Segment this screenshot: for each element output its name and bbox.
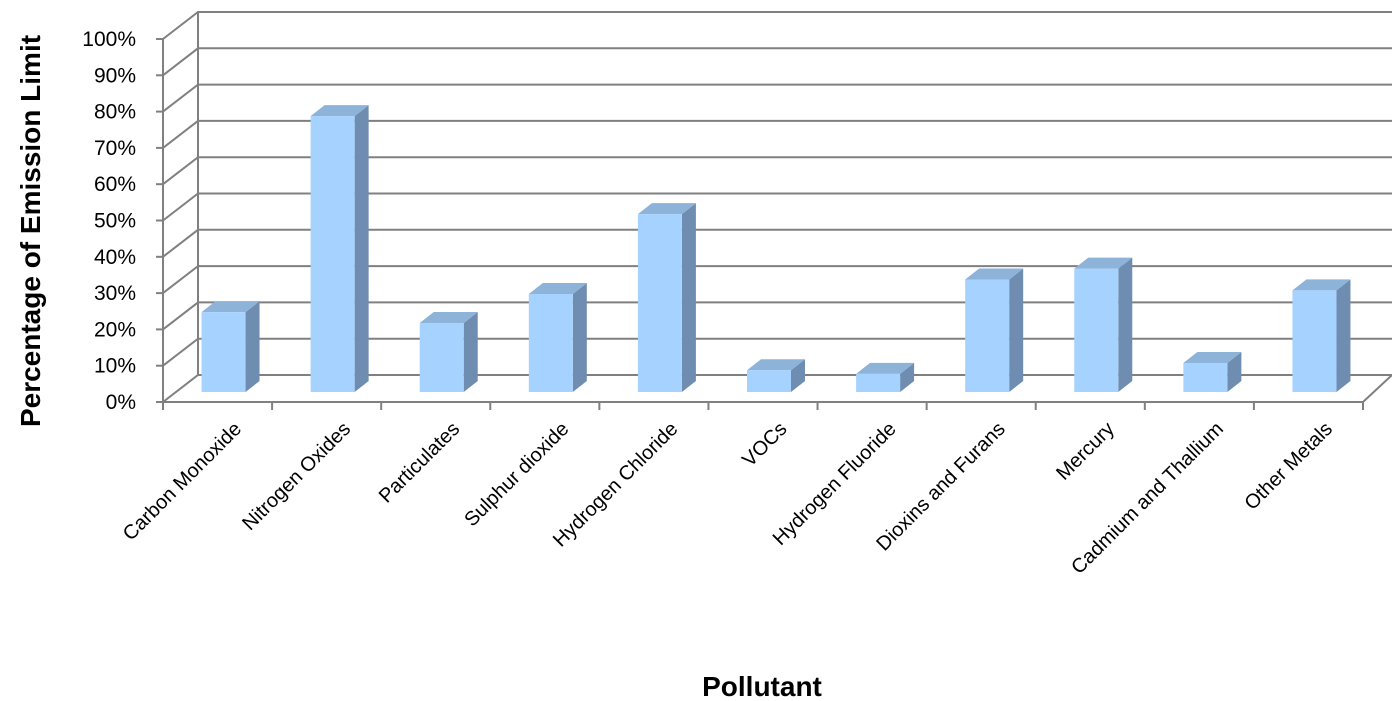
y-tick-label: 30% bbox=[94, 282, 136, 305]
bar bbox=[1292, 279, 1351, 392]
bar-front bbox=[419, 323, 464, 392]
floor-edge bbox=[1362, 374, 1392, 403]
y-tick-label: 60% bbox=[94, 173, 136, 196]
bar-top bbox=[637, 203, 696, 215]
bar-front bbox=[1292, 290, 1337, 392]
x-tick-label: VOCs bbox=[738, 418, 791, 471]
x-tick-label: Sulphur dioxide bbox=[460, 418, 573, 531]
bar-top bbox=[419, 312, 478, 324]
y-axis-title: Percentage of Emission Limit bbox=[15, 35, 46, 427]
bar-side bbox=[1227, 351, 1242, 392]
bar-side bbox=[354, 105, 369, 393]
x-tick-label: Nitrogen Oxides bbox=[238, 418, 355, 535]
bar-side bbox=[572, 282, 587, 392]
bar-side bbox=[791, 359, 805, 392]
bar bbox=[1074, 257, 1133, 392]
bar-front bbox=[856, 373, 901, 392]
gridline bbox=[162, 47, 1392, 77]
x-tick-label: Particulates bbox=[375, 418, 464, 507]
bar-front bbox=[1183, 362, 1228, 392]
bar bbox=[419, 312, 478, 392]
y-tick-label: 40% bbox=[94, 246, 136, 269]
bar-top bbox=[1074, 257, 1133, 269]
bar-front bbox=[310, 116, 355, 393]
x-tick-label: Mercury bbox=[1052, 418, 1119, 485]
y-tick-labels: 0% 10% 20% 30% 40% 50% 60% 70% 80% 90% 100% bbox=[82, 28, 136, 414]
bar-top bbox=[747, 359, 805, 371]
bar bbox=[965, 268, 1024, 392]
y-tick-label: 0% bbox=[106, 391, 136, 414]
bar-top bbox=[528, 282, 587, 294]
bar-top bbox=[856, 362, 915, 374]
bar bbox=[201, 301, 260, 392]
bar-front bbox=[528, 293, 573, 392]
bar-side bbox=[900, 362, 915, 392]
bar-side bbox=[1118, 257, 1133, 392]
bar-front bbox=[637, 214, 682, 392]
bar bbox=[747, 359, 805, 392]
bar bbox=[856, 362, 915, 392]
y-tick-label: 50% bbox=[94, 210, 136, 233]
bar-top bbox=[201, 301, 260, 313]
bar-side bbox=[245, 301, 260, 392]
x-axis-title: Pollutant bbox=[702, 671, 822, 701]
bar bbox=[528, 282, 587, 392]
x-tick-label: Hydrogen Chloride bbox=[549, 418, 682, 551]
bar-top bbox=[310, 105, 369, 117]
y-tick-label: 80% bbox=[94, 101, 136, 124]
bar-side bbox=[681, 203, 696, 392]
gridline bbox=[162, 11, 1392, 40]
y-tick-label: 100% bbox=[82, 28, 136, 51]
bars bbox=[201, 105, 1351, 393]
bar bbox=[1183, 351, 1242, 392]
bar bbox=[637, 203, 696, 392]
y-tick-label: 10% bbox=[94, 355, 136, 378]
bar-front bbox=[1074, 268, 1119, 392]
bar-front bbox=[201, 312, 246, 392]
axes bbox=[156, 12, 1392, 410]
y-tick-label: 70% bbox=[94, 137, 136, 160]
bar-front bbox=[965, 279, 1010, 392]
x-tick-label: Carbon Monoxide bbox=[119, 418, 246, 545]
x-tick-label: Other Metals bbox=[1240, 418, 1337, 515]
y-tick-label: 20% bbox=[94, 318, 136, 341]
bar-top bbox=[1292, 279, 1351, 291]
y-tick-label: 90% bbox=[94, 64, 136, 87]
bar-side bbox=[1009, 268, 1024, 392]
bar-side bbox=[1336, 279, 1351, 392]
bar-side bbox=[463, 312, 478, 392]
bar-top bbox=[1183, 351, 1242, 363]
bar bbox=[310, 105, 369, 393]
bar-top bbox=[965, 268, 1024, 280]
bar-front bbox=[747, 370, 791, 392]
